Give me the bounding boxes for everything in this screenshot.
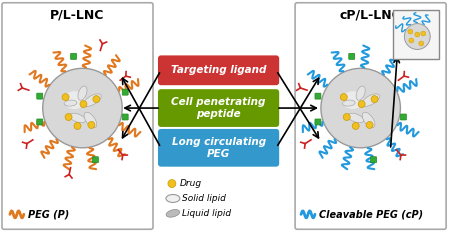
FancyBboxPatch shape (393, 10, 439, 59)
Circle shape (80, 101, 87, 108)
FancyBboxPatch shape (158, 89, 279, 127)
Circle shape (62, 94, 69, 101)
Circle shape (421, 31, 426, 36)
Circle shape (358, 101, 365, 108)
Ellipse shape (64, 91, 85, 109)
Ellipse shape (362, 112, 375, 128)
Text: Liquid lipid: Liquid lipid (182, 209, 231, 218)
Text: P/L-LNC: P/L-LNC (51, 9, 105, 22)
Circle shape (352, 122, 359, 129)
FancyBboxPatch shape (70, 53, 77, 59)
Circle shape (321, 68, 400, 148)
Ellipse shape (83, 94, 101, 106)
Circle shape (409, 38, 414, 43)
Ellipse shape (356, 86, 365, 100)
FancyBboxPatch shape (122, 114, 128, 120)
Circle shape (419, 41, 424, 46)
Circle shape (366, 121, 373, 128)
FancyBboxPatch shape (315, 119, 321, 125)
FancyBboxPatch shape (92, 157, 98, 163)
Ellipse shape (78, 86, 87, 100)
FancyBboxPatch shape (37, 119, 43, 125)
Ellipse shape (69, 113, 86, 123)
Ellipse shape (166, 194, 180, 202)
Circle shape (405, 24, 430, 49)
FancyBboxPatch shape (158, 129, 279, 167)
FancyBboxPatch shape (158, 55, 279, 85)
Ellipse shape (64, 100, 77, 106)
Text: Targeting ligand: Targeting ligand (171, 65, 266, 75)
Ellipse shape (84, 112, 97, 128)
FancyBboxPatch shape (349, 53, 354, 59)
Circle shape (371, 96, 378, 102)
Ellipse shape (342, 100, 355, 106)
Circle shape (93, 96, 100, 102)
Text: Drug: Drug (180, 179, 202, 188)
Ellipse shape (362, 94, 379, 106)
Circle shape (168, 180, 176, 187)
Circle shape (65, 113, 72, 121)
Circle shape (408, 29, 413, 34)
FancyBboxPatch shape (400, 114, 406, 120)
FancyBboxPatch shape (315, 93, 321, 99)
FancyBboxPatch shape (295, 3, 446, 229)
Circle shape (88, 121, 95, 128)
FancyBboxPatch shape (2, 3, 153, 229)
Text: Cell penetrating
peptide: Cell penetrating peptide (171, 97, 266, 119)
Ellipse shape (342, 91, 364, 109)
FancyBboxPatch shape (37, 93, 43, 99)
Circle shape (343, 113, 350, 121)
Circle shape (341, 94, 347, 101)
Text: Long circulating
PEG: Long circulating PEG (171, 137, 266, 159)
Text: PEG (P): PEG (P) (28, 209, 69, 219)
FancyBboxPatch shape (371, 157, 377, 163)
Circle shape (415, 32, 420, 37)
Text: Solid lipid: Solid lipid (182, 194, 226, 203)
Ellipse shape (166, 210, 179, 217)
Circle shape (74, 122, 81, 129)
Ellipse shape (348, 113, 364, 123)
Text: cP/L-LNC: cP/L-LNC (340, 9, 401, 22)
Text: Cleavable PEG (cP): Cleavable PEG (cP) (319, 209, 423, 219)
FancyBboxPatch shape (122, 89, 128, 95)
Circle shape (43, 68, 122, 148)
